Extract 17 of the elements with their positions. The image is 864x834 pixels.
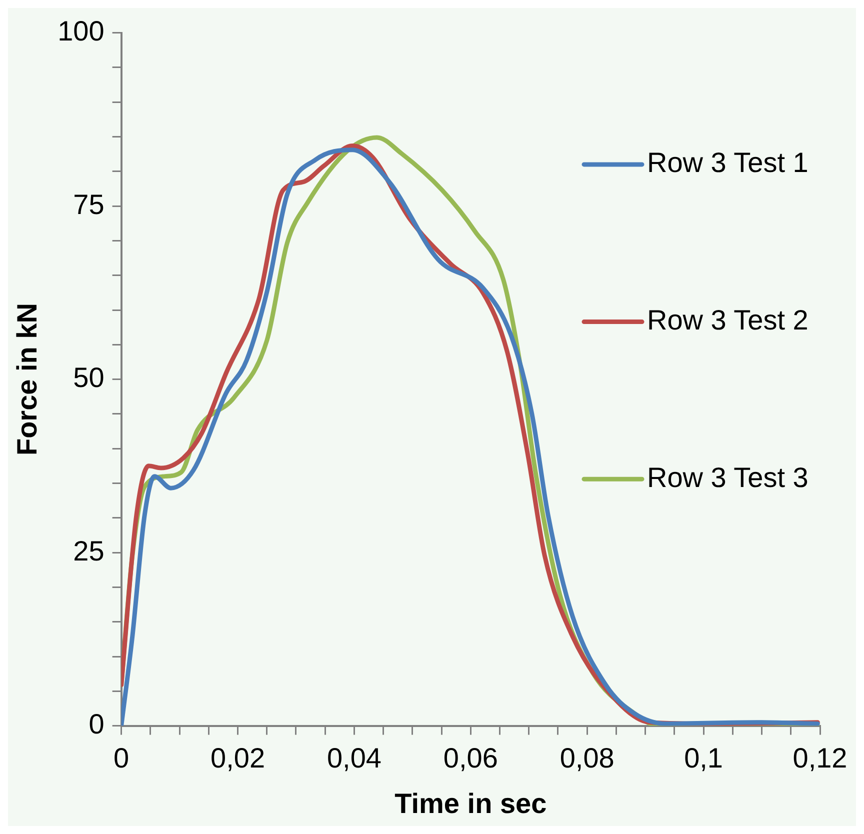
y-tick-label: 25 xyxy=(73,535,104,566)
x-tick-label: 0,12 xyxy=(792,742,848,774)
legend-label: Row 3 Test 2 xyxy=(647,304,808,336)
legend-label: Row 3 Test 1 xyxy=(647,147,808,178)
x-axis-title: Time in sec xyxy=(394,788,547,819)
x-tick-label: 0,1 xyxy=(684,742,724,774)
y-tick-label: 75 xyxy=(73,188,104,220)
x-tick-label: 0 xyxy=(114,742,130,774)
y-axis-title: Force in kN xyxy=(12,303,43,456)
legend-label: Row 3 Test 3 xyxy=(647,462,808,493)
x-tick-label: 0,02 xyxy=(210,742,266,774)
x-tick-label: 0,06 xyxy=(443,742,498,774)
y-tick-label: 100 xyxy=(58,16,104,47)
y-tick-label: 0 xyxy=(88,708,104,740)
y-tick-label: 50 xyxy=(73,362,104,394)
x-tick-label: 0,04 xyxy=(326,742,382,774)
x-tick-label: 0,08 xyxy=(560,742,614,774)
